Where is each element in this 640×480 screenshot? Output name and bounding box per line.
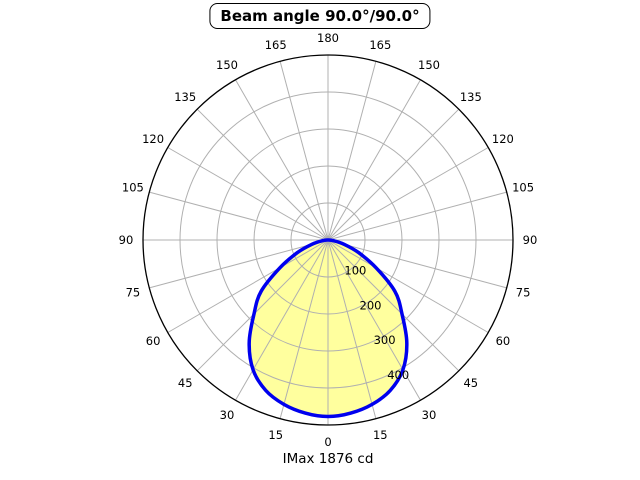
angle-label: 30 — [220, 408, 235, 422]
angle-label: 135 — [460, 90, 482, 104]
angle-label: 165 — [265, 38, 287, 52]
polar-grid-spoke — [327, 108, 460, 241]
polar-grid-spoke — [149, 191, 329, 241]
angle-label: 0 — [324, 435, 331, 449]
intensity-curve — [247, 238, 409, 419]
polar-grid-spoke — [196, 108, 329, 241]
polar-grid-spoke — [327, 61, 377, 241]
angle-label: 45 — [178, 376, 193, 390]
radial-tick-label: 200 — [360, 298, 382, 312]
angle-label: 120 — [142, 132, 164, 146]
angle-label: 180 — [317, 31, 339, 45]
angle-label: 90 — [523, 233, 538, 247]
radial-tick-label: 400 — [387, 368, 409, 382]
polar-grid-spoke — [327, 191, 507, 241]
angle-label: 15 — [373, 428, 388, 442]
radial-tick-label: 100 — [344, 264, 366, 278]
polar-grid-spoke — [279, 239, 329, 419]
polar-grid-spoke — [196, 239, 329, 372]
angle-label: 165 — [369, 38, 391, 52]
polar-grid-spoke — [279, 61, 329, 241]
angle-label: 60 — [146, 334, 161, 348]
polar-grid-spoke — [327, 147, 489, 241]
polar-grid-spoke — [149, 239, 329, 289]
imax-caption: IMax 1876 cd — [282, 451, 374, 467]
angle-label: 135 — [174, 90, 196, 104]
angle-label: 150 — [216, 58, 238, 72]
polar-grid-spoke — [327, 239, 507, 289]
chart-title: Beam angle 90.0°/90.0° — [209, 3, 431, 29]
polar-grid-spoke — [235, 79, 329, 241]
angle-label: 30 — [422, 408, 437, 422]
angle-label: 75 — [126, 285, 141, 299]
polar-grid-spoke — [167, 239, 329, 333]
angle-label: 60 — [496, 334, 511, 348]
angle-label: 105 — [512, 181, 534, 195]
angle-label: 105 — [122, 181, 144, 195]
polar-grid-spoke — [327, 239, 377, 419]
angle-label: 150 — [418, 58, 440, 72]
polar-grid-spoke — [327, 239, 460, 372]
polar-grid-spoke — [327, 239, 489, 333]
polar-grid-spoke — [327, 79, 421, 241]
angle-label: 15 — [268, 428, 283, 442]
polar-grid-spoke — [327, 239, 421, 401]
polar-grid-spoke — [167, 147, 329, 241]
radial-tick-label: 300 — [374, 333, 396, 347]
angle-label: 90 — [119, 233, 134, 247]
angle-label: 45 — [463, 376, 478, 390]
angle-label: 75 — [516, 285, 531, 299]
polar-outer-circle — [142, 54, 514, 426]
angle-label: 120 — [492, 132, 514, 146]
polar-grid-spoke — [235, 239, 329, 401]
